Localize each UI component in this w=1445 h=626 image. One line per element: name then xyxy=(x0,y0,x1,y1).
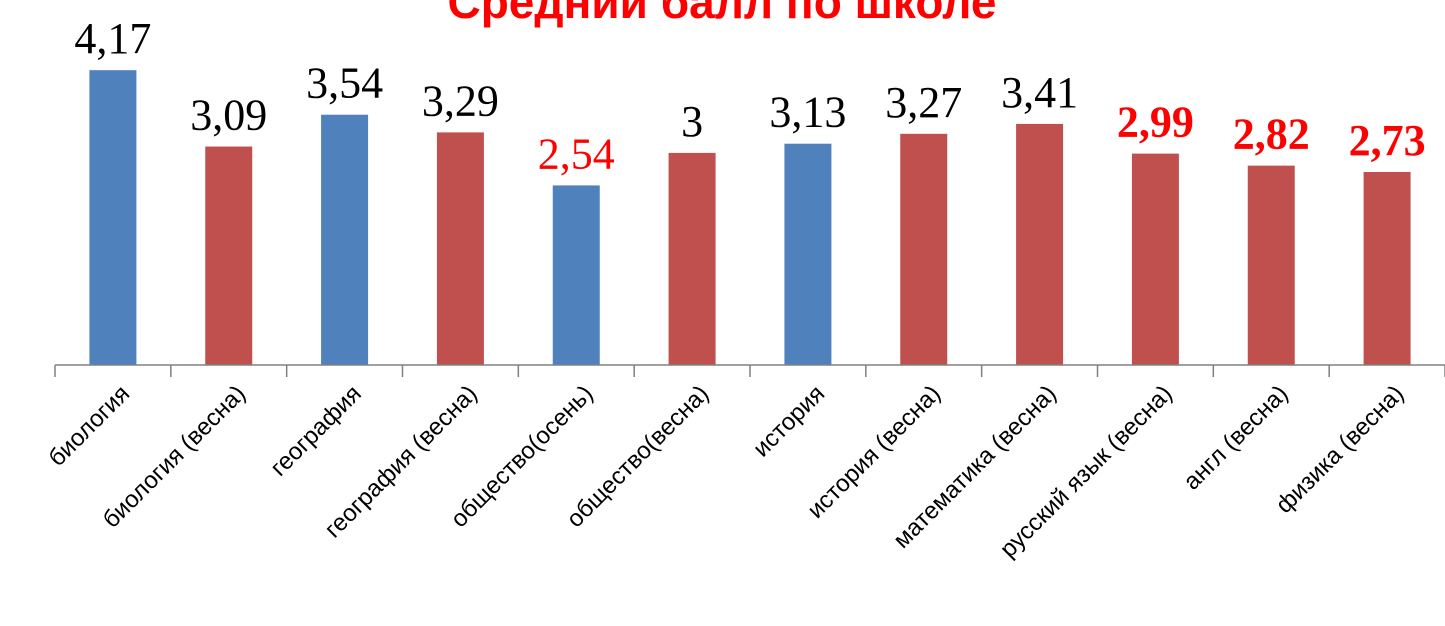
value-label: 2,73 xyxy=(1349,116,1426,165)
value-label: 4,17 xyxy=(74,14,151,63)
bar xyxy=(1363,171,1411,365)
value-label: 3,09 xyxy=(190,91,267,140)
value-label: 3,54 xyxy=(306,59,383,108)
value-label: 2,99 xyxy=(1117,98,1194,147)
bars-group xyxy=(89,70,1411,366)
bar xyxy=(321,114,369,365)
bar xyxy=(89,70,137,365)
value-label: 3 xyxy=(681,97,703,146)
value-label: 2,54 xyxy=(538,129,615,178)
category-label: география xyxy=(265,380,366,481)
bar xyxy=(1016,123,1064,366)
bar xyxy=(1247,165,1295,365)
value-labels-group: 4,17 3,09 3,54 3,29 2,54 3 3,13 3,27 3,41 2,99 2,8… xyxy=(74,14,1425,178)
bar xyxy=(668,152,716,365)
category-label: англ (весна) xyxy=(1178,380,1293,495)
category-label: история xyxy=(748,380,830,462)
bar xyxy=(436,132,484,365)
bar xyxy=(1131,153,1179,365)
chart-title: Средний балл по школе xyxy=(447,0,996,28)
bar xyxy=(900,133,948,365)
value-label: 3,29 xyxy=(422,76,499,125)
bar xyxy=(784,143,832,365)
value-label: 2,82 xyxy=(1233,110,1310,159)
value-label: 3,13 xyxy=(769,88,846,137)
bar xyxy=(552,185,600,365)
bar xyxy=(205,146,253,365)
category-label: биология xyxy=(43,380,135,472)
value-label: 3,41 xyxy=(1001,68,1078,117)
value-label: 3,27 xyxy=(885,78,962,127)
ticks-group xyxy=(54,365,1445,377)
